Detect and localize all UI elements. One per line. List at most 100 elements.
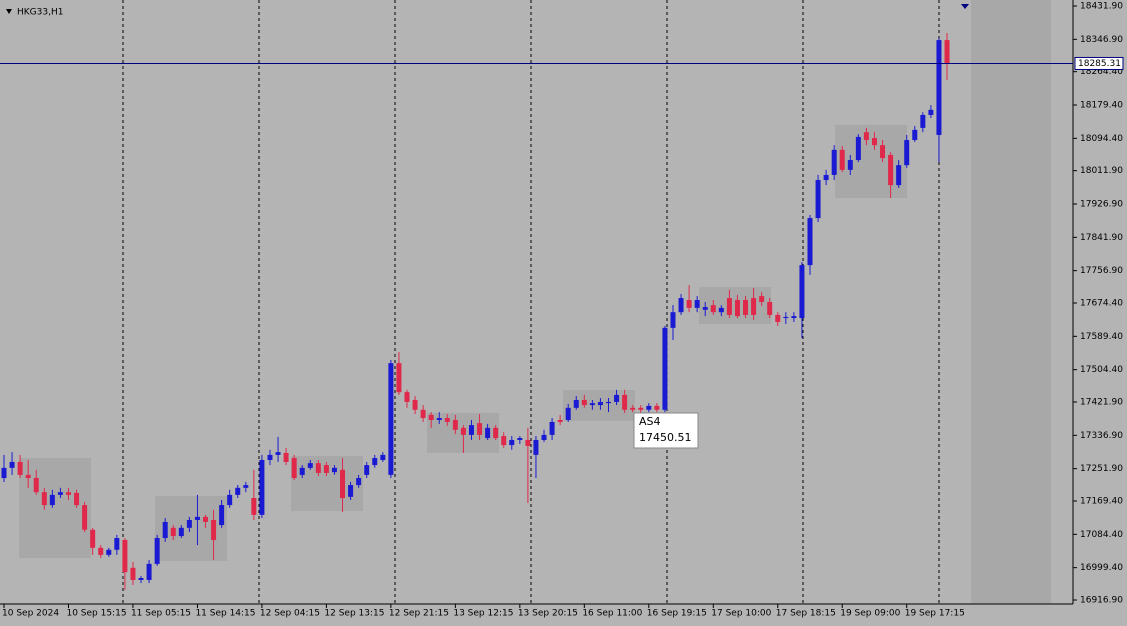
y-tick-label: 17589.40 — [1080, 332, 1123, 342]
candle-body — [710, 305, 716, 313]
x-tick-label: 19 Sep 17:15 — [905, 609, 965, 619]
candle-body — [331, 467, 337, 473]
y-tick-label: 18346.90 — [1080, 35, 1123, 45]
shift-marker — [961, 4, 969, 9]
y-tick-label: 17251.90 — [1080, 464, 1123, 474]
candle-body — [944, 40, 950, 64]
session-box — [835, 125, 907, 198]
candle-body — [767, 301, 773, 315]
candle-body — [614, 394, 620, 402]
candle-body — [122, 539, 128, 573]
candle-body — [775, 314, 781, 322]
candle-body — [412, 400, 418, 410]
y-tick-label: 17926.90 — [1080, 200, 1123, 210]
y-tick-label: 18179.40 — [1080, 101, 1123, 111]
candle-body — [485, 427, 491, 439]
candle-body — [896, 165, 902, 186]
candle-body — [186, 519, 192, 528]
candle-body — [130, 567, 136, 580]
candle-body — [622, 394, 628, 410]
candle-body — [759, 296, 765, 302]
candle-body — [654, 405, 660, 410]
candle-body — [154, 538, 160, 564]
candle-body — [678, 298, 684, 313]
candle-body — [348, 485, 354, 497]
candle-body — [565, 407, 571, 420]
candle-body — [646, 405, 652, 410]
candle-body — [541, 434, 547, 440]
candle-body — [839, 149, 845, 170]
y-tick-label: 17756.90 — [1080, 266, 1123, 276]
candle-body — [146, 563, 152, 580]
candle-body — [49, 494, 55, 506]
candle-body — [920, 114, 926, 128]
candle-body — [106, 549, 112, 555]
candle-body — [912, 129, 918, 141]
candle-body — [25, 474, 31, 479]
x-tick-label: 17 Sep 18:15 — [776, 609, 836, 619]
candle-body — [74, 492, 80, 506]
candle-body — [259, 459, 265, 515]
candle-body — [517, 438, 523, 440]
candle-body — [219, 505, 225, 526]
candle-body — [468, 425, 474, 435]
candle-body — [388, 363, 394, 475]
candle-body — [823, 174, 829, 181]
candle-body — [743, 300, 749, 315]
candle-body — [928, 109, 934, 115]
candle-body — [114, 538, 120, 550]
y-tick-label: 17084.40 — [1080, 530, 1123, 540]
candle-body — [871, 138, 877, 146]
y-tick-label: 18011.90 — [1080, 166, 1123, 176]
candle-body — [533, 439, 539, 455]
candle-body — [82, 505, 88, 530]
candle-body — [630, 407, 636, 410]
candle-body — [170, 527, 176, 537]
candle-body — [251, 498, 257, 515]
candle-body — [694, 300, 700, 308]
candle-body — [356, 478, 362, 486]
candle-body — [493, 427, 499, 439]
candle-body — [436, 418, 442, 420]
y-tick-label: 17169.40 — [1080, 497, 1123, 507]
candle-body — [501, 436, 507, 446]
candle-body — [581, 400, 587, 406]
candle-body — [138, 578, 144, 580]
symbol-label: HKG33,H1 — [17, 8, 63, 18]
candle-body — [888, 154, 894, 186]
candle-body — [525, 439, 531, 446]
candle-body — [734, 300, 740, 317]
candle-body — [460, 427, 466, 435]
x-tick-label: 12 Sep 04:15 — [260, 609, 320, 619]
candle-body — [98, 547, 104, 555]
x-tick-label: 16 Sep 11:00 — [582, 609, 642, 619]
y-tick-label: 17841.90 — [1080, 233, 1123, 243]
candle-body — [904, 140, 910, 166]
candle-body — [815, 180, 821, 219]
x-tick-label: 16 Sep 19:15 — [647, 609, 707, 619]
candle-body — [33, 478, 39, 493]
candle-body — [315, 463, 321, 473]
candle-body — [307, 463, 313, 468]
candle-body — [323, 465, 329, 473]
x-tick-label: 13 Sep 12:15 — [453, 609, 513, 619]
candle-body — [396, 363, 402, 393]
candle-body — [847, 160, 853, 170]
x-tick-label: 11 Sep 05:15 — [131, 609, 191, 619]
candle-body — [597, 401, 603, 406]
y-tick-label: 18094.40 — [1080, 134, 1123, 144]
y-tick-label: 18431.90 — [1080, 2, 1123, 12]
candle-body — [90, 529, 96, 548]
candle-body — [299, 467, 305, 475]
candle-body — [17, 461, 23, 475]
candle-body — [589, 403, 595, 406]
candle-body — [65, 492, 71, 495]
symbol-menu-icon[interactable] — [6, 9, 12, 14]
candle-body — [372, 458, 378, 466]
x-tick-label: 17 Sep 10:00 — [711, 609, 771, 619]
candle-body — [444, 418, 450, 422]
candle-body — [726, 298, 732, 315]
candle-body — [686, 300, 692, 308]
